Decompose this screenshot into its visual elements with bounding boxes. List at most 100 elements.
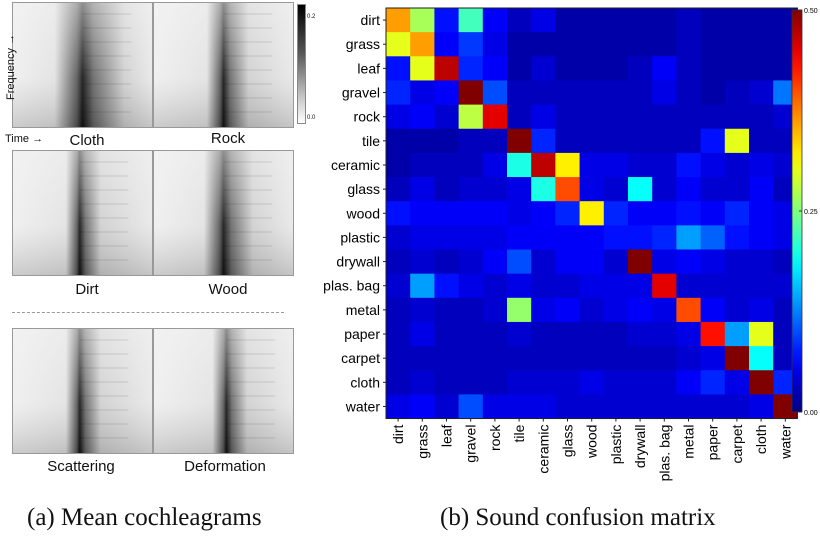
heatmap-cell [555,201,580,226]
heatmap-cell [555,8,580,33]
heatmap-cell [724,394,750,419]
heatmap-cell [410,297,435,323]
panel-label-wood: Wood [208,281,248,298]
heatmap-cell [531,370,556,395]
heatmap-cell [507,297,532,323]
heatmap-cell [386,370,411,395]
cochleagram-panel-rock [153,2,294,128]
heatmap-cell [628,273,653,299]
heatmap-cell [410,8,435,33]
heatmap-cell [434,201,459,226]
heatmap-cell [603,273,629,299]
heatmap-cell [458,321,484,347]
heatmap-cell [724,321,750,347]
heatmap-cell [555,152,580,178]
heatmap-cell [482,104,508,130]
row-label: grass [346,36,380,52]
heatmap-cell [676,394,701,419]
heatmap-cell [507,346,532,371]
time-axis-text: Time [5,133,30,145]
heatmap-cell [628,56,653,81]
heatmap-cell [386,249,411,275]
heatmap-cell [749,370,774,395]
heatmap-cell [555,80,580,105]
heatmap-cell [386,80,411,105]
heatmap-cell [652,394,677,419]
cochleagram-panel-deformation [153,328,294,454]
row-label: cloth [350,374,380,390]
heatmap-cells [386,8,798,419]
heatmap-cell [531,128,556,154]
heatmap-cell [531,394,556,419]
heatmap-cell [386,104,411,130]
heatmap-cell [676,128,701,154]
heatmap-cell [386,297,411,323]
heatmap-cell [482,152,508,178]
heatmap-cell [482,225,508,250]
heatmap-cell [603,56,629,81]
heatmap-cell [749,321,774,347]
heatmap-cell [749,128,774,154]
heatmap-cell [410,128,435,154]
heatmap-cell [531,177,556,202]
heatmap-cell [507,152,532,178]
heatmap-cell [507,370,532,395]
heatmap-cell [676,321,701,347]
heatmap-cell [507,225,532,250]
row-label: leaf [357,60,380,76]
heatmap-cell [555,56,580,81]
heatmap-cell [386,225,411,250]
heatmap-cell [434,249,459,275]
cochleagram-image [13,3,152,127]
heatmap-cell [507,273,532,299]
heatmap-cell [603,394,629,419]
heatmap-cell [628,201,653,226]
panel-label-dirt: Dirt [75,281,99,298]
heatmap-cell [603,8,629,33]
heatmap-cell [531,56,556,81]
heatmap-cell [507,104,532,130]
heatmap-cell [579,201,605,226]
panel-label-scattering: Scattering [47,458,115,475]
cochleagram-panel-cloth [12,2,153,128]
heatmap-cell [434,370,459,395]
heatmap-cell [603,128,629,154]
heatmap-cell [628,249,653,275]
heatmap-cell [531,225,556,250]
heatmap-cell [579,32,605,57]
heatmap-cell [724,128,750,154]
heatmap-cell [434,297,459,323]
heatmap-cell [482,394,508,419]
col-label: drywall [632,425,648,469]
colorbar-tick-label: 0.50 [804,8,818,15]
heatmap-cell [700,8,726,33]
heatmap-cell [555,297,580,323]
heatmap-cell [507,56,532,81]
heatmap-cell [458,249,484,275]
heatmap-cell [410,394,435,419]
heatmap-cell [555,249,580,275]
heatmap-cell [700,56,726,81]
heatmap-cell [749,152,774,178]
heatmap-cell [434,152,459,178]
heatmap-cell [579,321,605,347]
heatmap-cell [434,128,459,154]
heatmap-cell [676,225,701,250]
heatmap-cell [652,80,677,105]
heatmap-cell [749,104,774,130]
heatmap-cell [749,249,774,275]
heatmap-cell [652,128,677,154]
heatmap-cell [458,370,484,395]
heatmap-cell [434,225,459,250]
heatmap-cell [507,177,532,202]
heatmap-cell [724,225,750,250]
heatmap-cell [724,201,750,226]
heatmap-cell [749,346,774,371]
heatmap-cell [555,273,580,299]
group-divider [12,312,284,313]
heatmap-cell [652,8,677,33]
heatmap-cell [410,56,435,81]
heatmap-cell [555,177,580,202]
heatmap-cell [676,249,701,275]
